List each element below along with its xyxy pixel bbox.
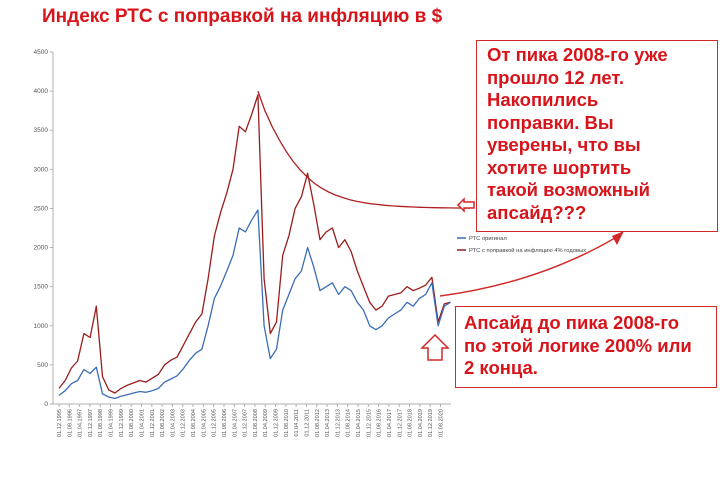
x-tick-label: 01.08.2012 [315,409,321,437]
peak-projection-line [257,90,470,209]
x-tick-label: 01.04.2001 [139,409,145,437]
x-tick-label: 01.08.2016 [377,409,383,437]
x-tick-label: 01.04.2011 [294,409,300,437]
curved-arrow-icon [439,237,616,297]
y-tick-label: 4000 [34,88,49,95]
x-tick-label: 01.12.2013 [335,409,341,437]
annotation-bottom-box: Апсайд до пика 2008-го по этой логике 20… [455,306,717,388]
x-tick-label: 01.12.2003 [181,409,187,437]
x-tick-label: 01.08.2010 [284,409,290,437]
x-tick-label: 01.12.2011 [304,409,310,437]
x-axis: 01.12.1995 01.08.1996 01.04.1997 01.12.1997… [57,404,445,437]
annotation-bottom-text: Апсайд до пика 2008-го по этой логике 20… [464,312,692,378]
chart-grid [52,52,451,405]
x-tick-label: 01.12.1999 [119,409,125,437]
x-tick-label: 01.08.1996 [67,409,73,437]
x-tick-label: 01.04.1997 [78,409,84,437]
x-tick-label: 01.12.1997 [88,409,94,437]
legend-label: РТС оригинал [469,236,507,242]
x-tick-label: 01.04.2015 [356,409,362,437]
x-tick-label: 01.08.2018 [408,409,414,437]
chart-lines [58,90,470,400]
x-tick-label: 01.04.2007 [232,409,238,437]
series-line-adjusted [58,94,451,394]
x-tick-label: 01.12.2007 [243,409,249,437]
y-axis: 0 500 1000 1500 2000 2500 3000 3500 4000 4500 [34,49,53,408]
legend-label: РТС с поправкой на инфляцию 4% годовых [469,247,586,254]
chart-legend: РТС оригинал РТС с поправкой на инфляцию … [457,236,586,254]
x-tick-label: 01.12.2005 [212,409,218,437]
y-tick-label: 1500 [34,284,49,291]
arrow-up-icon [420,333,450,361]
x-tick-label: 01.04.1999 [109,409,115,437]
x-tick-label: 01.04.2019 [418,409,424,437]
x-tick-label: 01.08.1998 [98,409,104,437]
x-tick-label: 01.12.2019 [428,409,434,437]
x-tick-label: 01.04.2005 [201,409,207,437]
x-tick-label: 01.04.2017 [387,409,393,437]
y-tick-label: 2500 [34,205,49,212]
x-tick-label: 01.08.2004 [191,409,197,437]
annotation-arrows [420,197,624,361]
x-tick-label: 01.04.2013 [325,409,331,437]
x-tick-label: 01.04.2003 [170,409,176,437]
y-tick-label: 0 [44,401,48,408]
x-tick-label: 01.08.2014 [346,409,352,437]
x-tick-label: 01.12.2017 [397,409,403,437]
x-tick-label: 01.08.2006 [222,409,228,437]
x-tick-label: 01.12.2001 [150,409,156,437]
x-tick-label: 01.04.2009 [263,409,269,437]
y-tick-label: 4500 [34,49,49,56]
x-tick-label: 01.08.2020 [439,409,445,437]
y-tick-label: 3500 [34,127,49,134]
y-tick-label: 500 [37,362,48,369]
y-tick-label: 1000 [34,323,49,330]
x-tick-label: 01.12.1995 [57,409,63,437]
y-tick-label: 3000 [34,166,49,173]
x-tick-label: 01.08.2002 [160,409,166,437]
arrow-left-icon [456,197,475,213]
x-tick-label: 01.12.2015 [366,409,372,437]
annotation-top-text: От пика 2008-го уже прошло 12 лет. Накоп… [487,44,668,223]
x-tick-label: 01.08.2008 [253,409,259,437]
x-tick-label: 01.12.2009 [274,409,280,437]
curved-arrow-head-icon [612,231,624,245]
x-tick-label: 01.08.2000 [129,409,135,437]
page-title: Индекс РТС с поправкой на инфляцию в $ [42,6,443,27]
series-line-original [58,209,451,400]
y-tick-label: 2000 [34,245,49,252]
annotation-top-box: От пика 2008-го уже прошло 12 лет. Накоп… [476,40,718,232]
